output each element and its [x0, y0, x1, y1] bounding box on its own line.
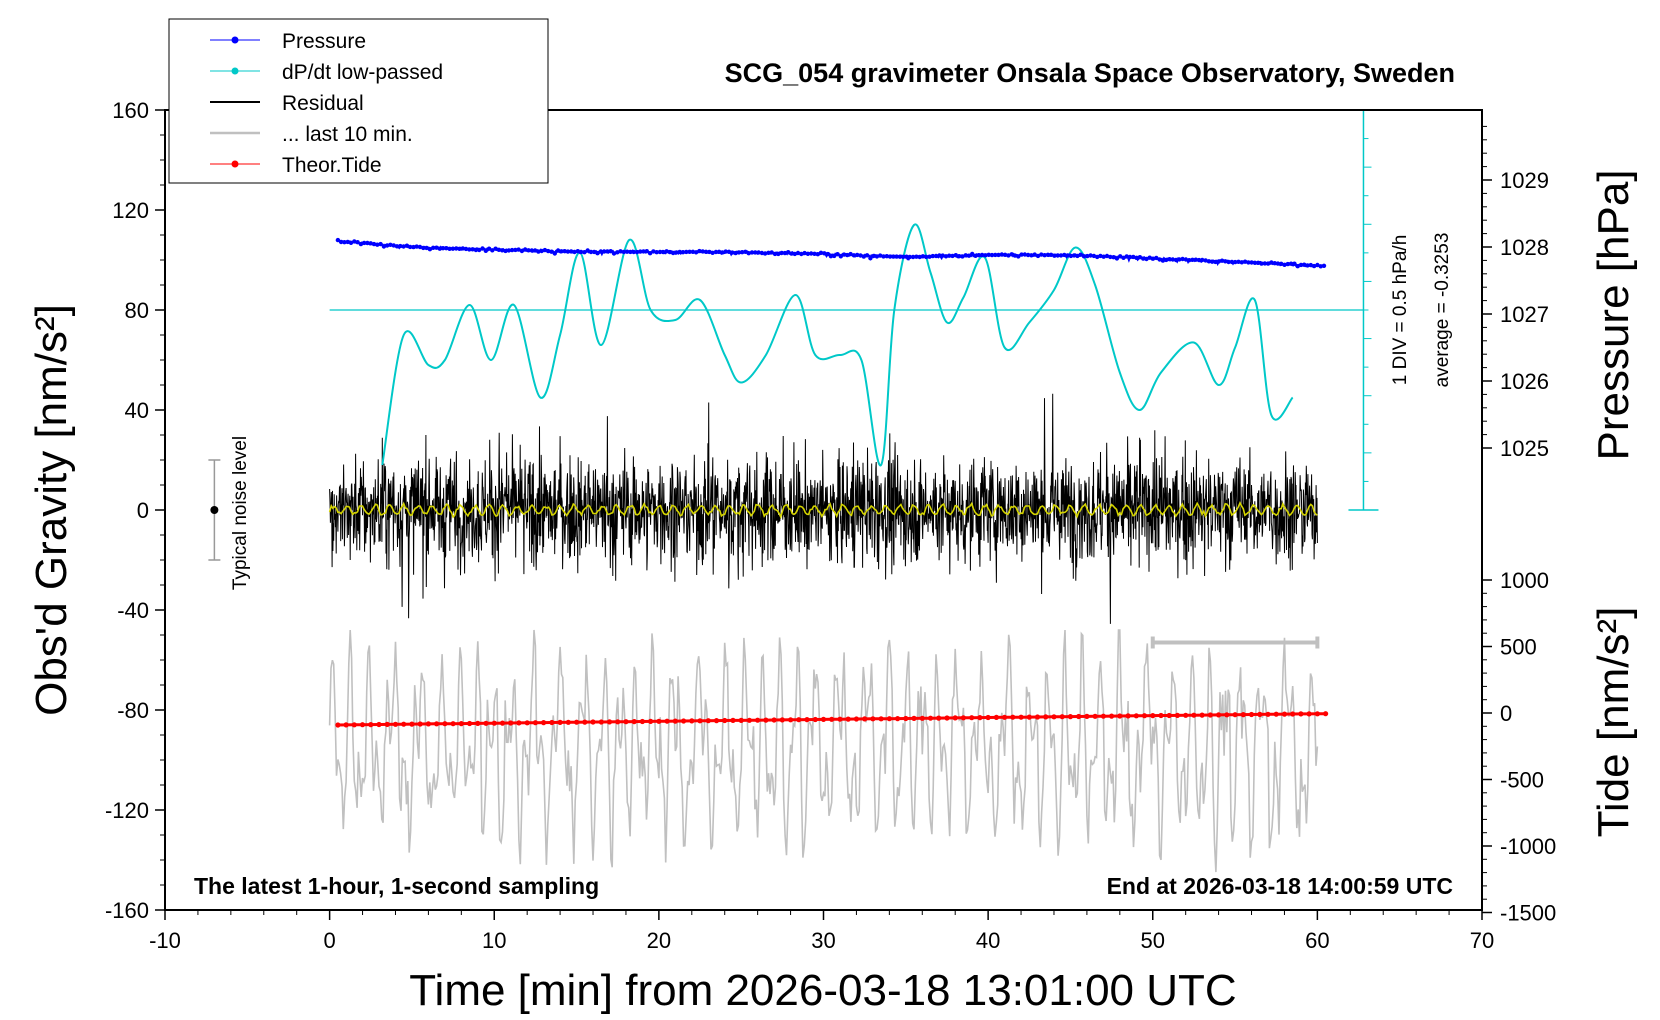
y-tick-label: -40: [117, 598, 149, 623]
legend-item-dpdt: dP/dt low-passed: [210, 61, 443, 84]
residual-smoothed-series: [328, 501, 1318, 520]
pressure-line: [337, 239, 1325, 268]
x-tick-label: 0: [324, 928, 336, 953]
pressure-tick-label: 1026: [1500, 369, 1549, 394]
x-tick-label: 20: [647, 928, 671, 953]
legend: Pressure dP/dt low-passed Residual ... l…: [168, 18, 549, 184]
noise-level-label: Typical noise level: [230, 436, 251, 590]
tide-tick-label: 500: [1500, 635, 1537, 660]
legend-marker-dpdt: [231, 67, 239, 75]
residual-line: [329, 393, 1318, 624]
tide-line: [337, 712, 1326, 727]
last-10-min-line: [328, 629, 1319, 873]
y-axis-title: Obs'd Gravity [nm/s²]: [27, 304, 76, 716]
dpdt-scale-label: 1 DIV = 0.5 hPa/h: [1390, 235, 1411, 386]
tide-tick-label: -1000: [1500, 834, 1556, 859]
legend-label-dpdt: dP/dt low-passed: [282, 61, 443, 84]
legend-item-last10: ... last 10 min.: [210, 123, 413, 146]
dpdt-line: [381, 223, 1294, 467]
y-tick-label: 80: [125, 298, 149, 323]
x-tick-label: 70: [1470, 928, 1494, 953]
dpdt-average-label: average = -0.3253: [1432, 233, 1453, 388]
pressure-tick-label: 1027: [1500, 302, 1549, 327]
pressure-tick-label: 1028: [1500, 235, 1549, 260]
x-tick-label: 50: [1141, 928, 1165, 953]
x-tick-label: 40: [976, 928, 1000, 953]
legend-label-residual: Residual: [282, 92, 364, 115]
x-axis-title: Time [min] from 2026-03-18 13:01:00 UTC: [409, 966, 1236, 1015]
y-tick-label: 160: [112, 98, 149, 123]
legend-label-last10: ... last 10 min.: [282, 123, 413, 146]
last-10-min-series: [328, 629, 1319, 873]
noise-level-center: [210, 506, 219, 514]
end-time-note: End at 2026-03-18 14:00:59 UTC: [1107, 873, 1453, 899]
legend-marker-pressure: [231, 36, 239, 44]
legend-item-pressure: Pressure: [210, 30, 366, 53]
y-tick-label: 120: [112, 198, 149, 223]
legend-item-residual: Residual: [210, 92, 364, 115]
dpdt-series: [329, 109, 1379, 511]
axes: -10 0 10 20 30 40 50 60 70 160 120 80 40 0 -40 -80 -120 -…: [105, 98, 1556, 953]
y-tick-label: -120: [105, 798, 149, 823]
residual-series: [329, 393, 1318, 624]
tide-axis-title: Tide [nm/s²]: [1589, 607, 1638, 838]
tide-tick-label: -500: [1500, 768, 1544, 793]
tide-series: [335, 711, 1329, 728]
pressure-axis-title: Pressure [hPa]: [1589, 169, 1638, 460]
y-tick-label: 0: [137, 498, 149, 523]
x-tick-label: 60: [1305, 928, 1329, 953]
chart-misc-marks: [208, 459, 1320, 649]
legend-marker-tide: [231, 160, 239, 168]
legend-label-pressure: Pressure: [282, 30, 366, 53]
x-tick-label: 10: [482, 928, 506, 953]
x-tick-label: -10: [149, 928, 181, 953]
pressure-tick-label: 1029: [1500, 168, 1549, 193]
legend-item-tide: Theor.Tide: [210, 154, 382, 177]
sampling-note: The latest 1-hour, 1-second sampling: [194, 873, 599, 899]
tide-tick-label: 1000: [1500, 568, 1549, 593]
y-tick-label: 40: [125, 398, 149, 423]
y-tick-label: -160: [105, 898, 149, 923]
x-tick-label: 30: [811, 928, 835, 953]
legend-label-tide: Theor.Tide: [282, 154, 382, 177]
residual-smoothed-line: [328, 501, 1318, 520]
tide-tick-label: 0: [1500, 701, 1512, 726]
chart-title: SCG_054 gravimeter Onsala Space Observat…: [725, 58, 1455, 88]
pressure-tick-label: 1025: [1500, 436, 1549, 461]
tide-tick-label: -1500: [1500, 901, 1556, 926]
pressure-series: [335, 237, 1327, 269]
y-tick-label: -80: [117, 698, 149, 723]
